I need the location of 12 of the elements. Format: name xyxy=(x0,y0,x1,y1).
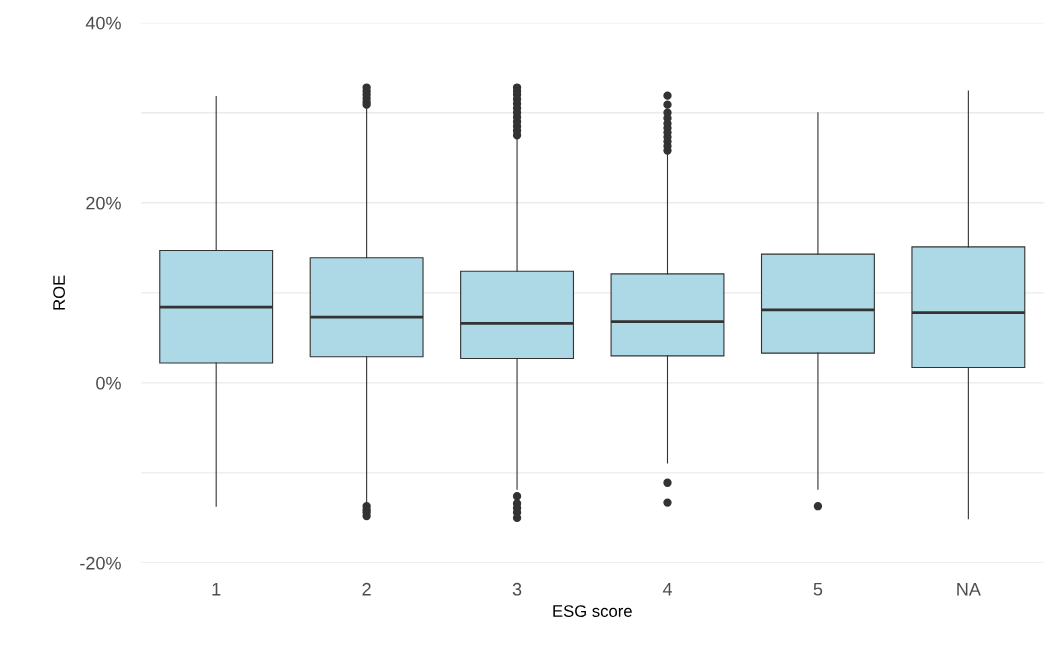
x-axis-title: ESG score xyxy=(553,605,632,617)
x-tick-label: 1 xyxy=(212,583,221,596)
x-tick-label: NA xyxy=(957,583,981,596)
y-tick-label: 20% xyxy=(86,196,121,210)
x-tick-label: 5 xyxy=(813,583,823,596)
y-tick-label: 40% xyxy=(85,16,121,30)
x-tick-label: 3 xyxy=(512,582,522,596)
y-tick-label: 0% xyxy=(96,376,121,390)
x-tick-label: 2 xyxy=(362,582,371,596)
x-tick-label: 4 xyxy=(662,583,672,596)
y-axis-title: ROE xyxy=(53,275,65,310)
y-tick-label: -20% xyxy=(80,556,121,570)
